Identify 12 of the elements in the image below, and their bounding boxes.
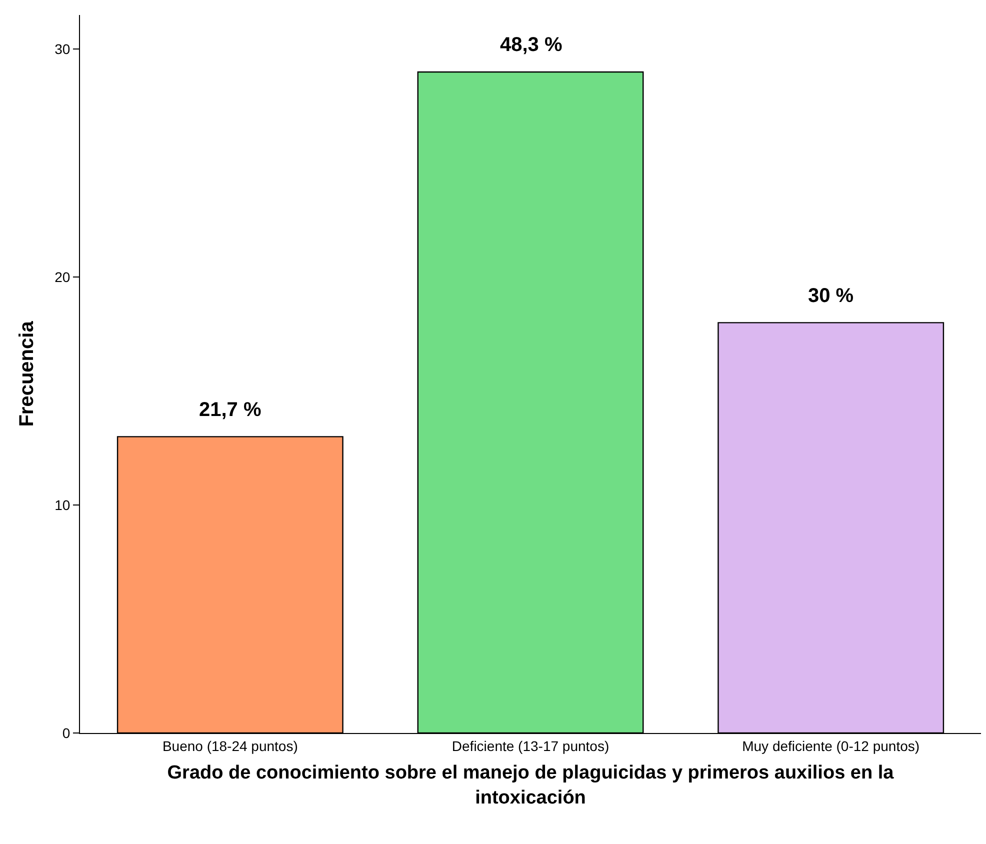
x-axis-title: Grado de conocimiento sobre el manejo de plaguicidas y primeros auxilios en la intoxicación xyxy=(167,762,894,808)
y-axis-title: Frecuencia xyxy=(16,320,38,427)
x-tick-label: Muy deficiente (0-12 puntos) xyxy=(742,738,920,754)
y-tick-label: 10 xyxy=(54,496,70,513)
x-tick-label: Bueno (18-24 puntos) xyxy=(162,738,298,754)
annotation: 30 % xyxy=(808,285,854,307)
y-tick-label: 20 xyxy=(54,269,70,286)
annotation: 21,7 % xyxy=(199,399,262,421)
x-tick-label: Deficiente (13-17 puntos) xyxy=(452,738,610,754)
annotation: 48,3 % xyxy=(500,34,562,56)
y-tick-label: 30 xyxy=(54,41,70,58)
y-tick-label: 0 xyxy=(62,724,70,741)
